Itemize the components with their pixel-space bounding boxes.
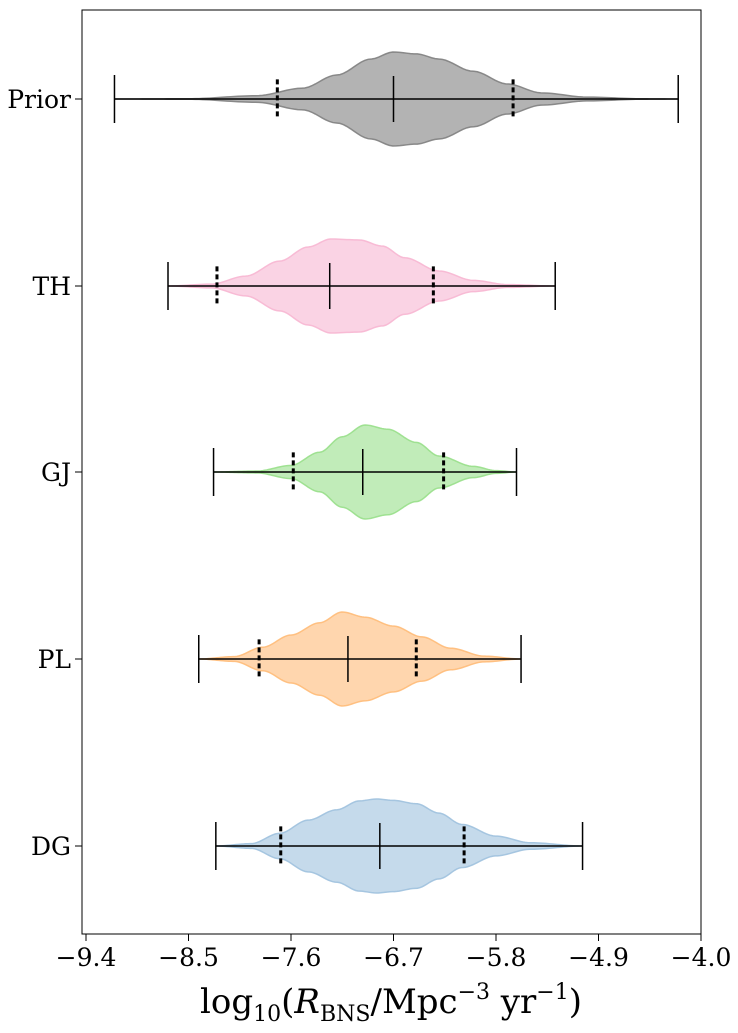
x-tick-label: −8.5 xyxy=(158,943,219,972)
x-tick-label: −4.9 xyxy=(568,943,629,972)
x-axis-title: log10(RBNS/Mpc−3 yr−1) xyxy=(200,980,582,1027)
x-tick-label: −5.8 xyxy=(466,943,527,972)
y-axis: Prior TH GJ PL DG xyxy=(7,85,82,861)
violin-group-gj xyxy=(212,424,518,520)
x-tick-label: −6.7 xyxy=(363,943,424,972)
y-category-label: TH xyxy=(33,272,71,301)
x-tick-label: −7.6 xyxy=(261,943,322,972)
x-axis: −9.4 −8.5 −7.6 −6.7 −5.8 −4.9 −4.0 xyxy=(56,934,732,972)
violins-layer xyxy=(113,51,679,894)
x-tick-label: −4.0 xyxy=(671,943,732,972)
y-category-label: PL xyxy=(38,645,71,674)
x-tick-label: −9.4 xyxy=(56,943,117,972)
y-category-label: GJ xyxy=(41,458,71,487)
violin-group-dg xyxy=(215,798,584,894)
y-category-label: DG xyxy=(31,832,71,861)
violin-group-pl xyxy=(198,611,522,707)
y-category-label: Prior xyxy=(7,85,71,114)
violin-group-th xyxy=(167,238,556,334)
violin-group-prior xyxy=(113,51,679,147)
